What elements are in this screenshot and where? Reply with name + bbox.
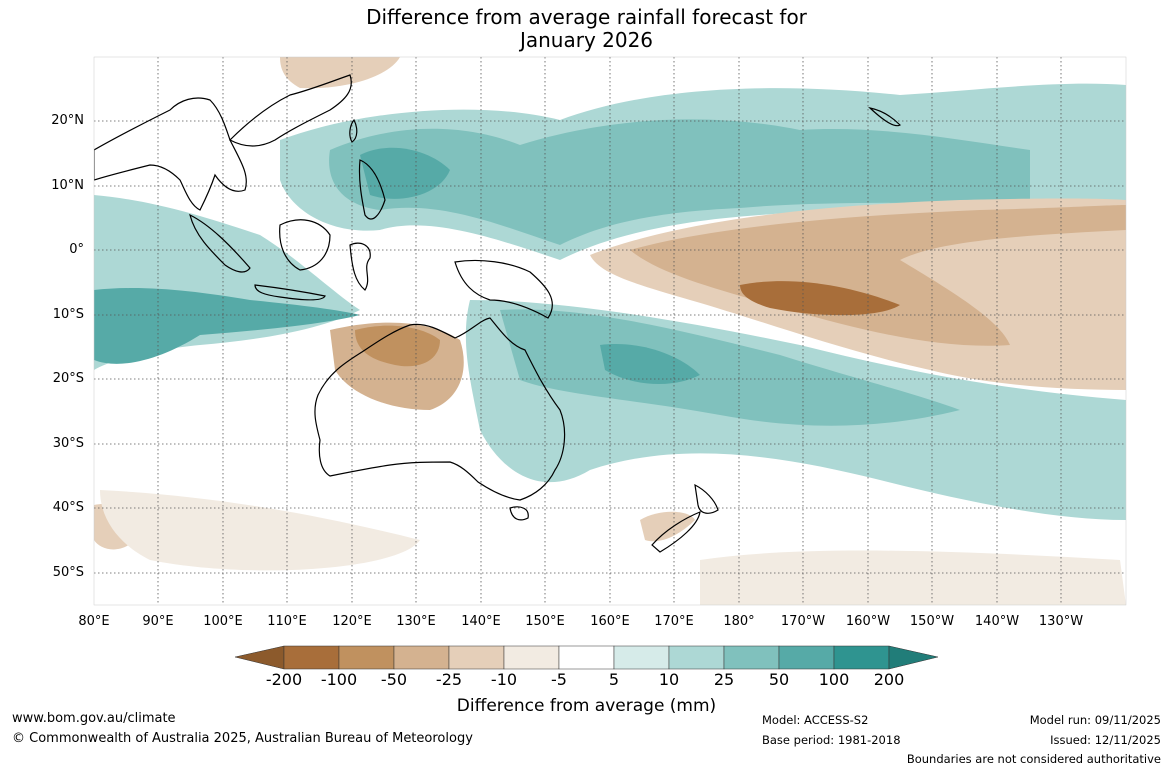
map-frame [93,56,1127,606]
lat-label: 30°S [52,436,84,451]
colorbar-tick-label: -50 [380,670,408,689]
hawaii-coastline [868,106,901,127]
lat-label: 10°S [52,307,84,322]
lon-label: 170°W [780,614,826,629]
base-period: Base period: 1981-2018 [762,733,901,747]
lat-label: 20°S [52,371,84,386]
lat-label: 0° [69,242,84,257]
dry-region-nz [640,511,695,542]
colorbar-bin [778,645,835,670]
colorbar-bin [613,645,670,670]
colorbar-bin [723,645,780,670]
sulawesi-coastline [349,242,371,291]
lat-label: 10°N [51,178,84,193]
dry-region-north [280,57,400,89]
asia-coastline [94,97,247,211]
website-link[interactable]: www.bom.gov.au/climate [12,711,176,726]
issued-date: Issued: 12/11/2025 [1050,733,1161,747]
lon-label: 140°W [974,614,1020,629]
lon-label: 150°E [525,614,565,629]
wet-region-coral-sea [600,344,700,385]
copyright-notice: © Commonwealth of Australia 2025, Austra… [12,731,473,746]
lon-label: 160°W [845,614,891,629]
wet-region-spcz-core [500,309,960,426]
colorbar-bin [448,645,505,670]
colorbar-tick-label: 50 [768,670,790,689]
colorbar-bin [558,645,615,670]
dry-region-northern-australia-core [355,325,440,367]
lon-label: 90°E [142,614,174,629]
dry-region-tasman-south [700,550,1126,605]
colorbar-bin [503,645,560,670]
lon-label: 110°E [267,614,307,629]
dry-region-equatorial-pacific-mid [630,205,1126,346]
lon-label: 130°E [396,614,436,629]
lat-label: 20°N [51,113,84,128]
coastlines [94,74,901,553]
lon-label: 100°E [203,614,243,629]
colorbar-tick-label: 200 [873,670,905,689]
australia-coastline [314,317,566,501]
lon-label: 150°W [909,614,955,629]
boundaries-disclaimer: Boundaries are not considered authoritat… [906,752,1161,766]
lon-label: 140°E [461,614,501,629]
taiwan-coastline [349,118,358,143]
java-coastline [254,284,326,301]
anomaly-field [94,57,1126,605]
wet-region-indian-ocean-core [94,288,360,364]
lon-label: 170°E [654,614,694,629]
lat-label: 50°S [52,565,84,580]
colorbar-tick-label: -10 [490,670,518,689]
map-title-line1: Difference from average rainfall forecas… [366,5,807,29]
colorbar-tick-label: 5 [608,670,620,689]
lon-label: 160°E [590,614,630,629]
colorbar-tick-label: -200 [265,670,303,689]
new-zealand-north-coastline [694,483,719,514]
colorbar-bin [338,645,395,670]
sumatra-coastline [189,213,251,273]
colorbar-tick-label: -5 [551,670,567,689]
colorbar-bin [283,645,340,670]
colorbar-title: Difference from average (mm) [456,696,717,716]
colorbar-tick-label: 100 [818,670,850,689]
lat-label: 40°S [52,500,84,515]
dry-region-equatorial-pacific-core [740,281,900,316]
new-zealand-south-coastline [651,511,701,553]
model-run-date: Model run: 09/11/2025 [1029,713,1161,727]
wet-region-west-pacific-core [329,119,1031,245]
colorbar-tick-label: -100 [320,670,358,689]
colorbar-tick-label: -25 [435,670,463,689]
dry-region-southern-ocean [100,490,420,571]
colorbar-extend-high [888,645,939,670]
borneo-coastline [279,219,331,271]
philippines-coastline [358,159,386,220]
lon-label: 120°E [332,614,372,629]
map-title-line2: January 2026 [519,28,654,52]
colorbar-tick-label: 10 [658,670,680,689]
graticule [94,57,1126,605]
colorbar-bin [668,645,725,670]
colorbar-extend-low [234,645,285,670]
lon-label: 80°E [78,614,110,629]
lon-label: 130°W [1038,614,1084,629]
china-coastline [229,74,352,147]
colorbar-bin [833,645,890,670]
lon-label: 180° [723,614,755,629]
new-guinea-coastline [454,259,553,319]
tasmania-coastline [509,506,529,521]
colorbar-bin [393,645,450,670]
colorbar-tick-label: 25 [713,670,735,689]
model-name: Model: ACCESS-S2 [762,713,869,727]
